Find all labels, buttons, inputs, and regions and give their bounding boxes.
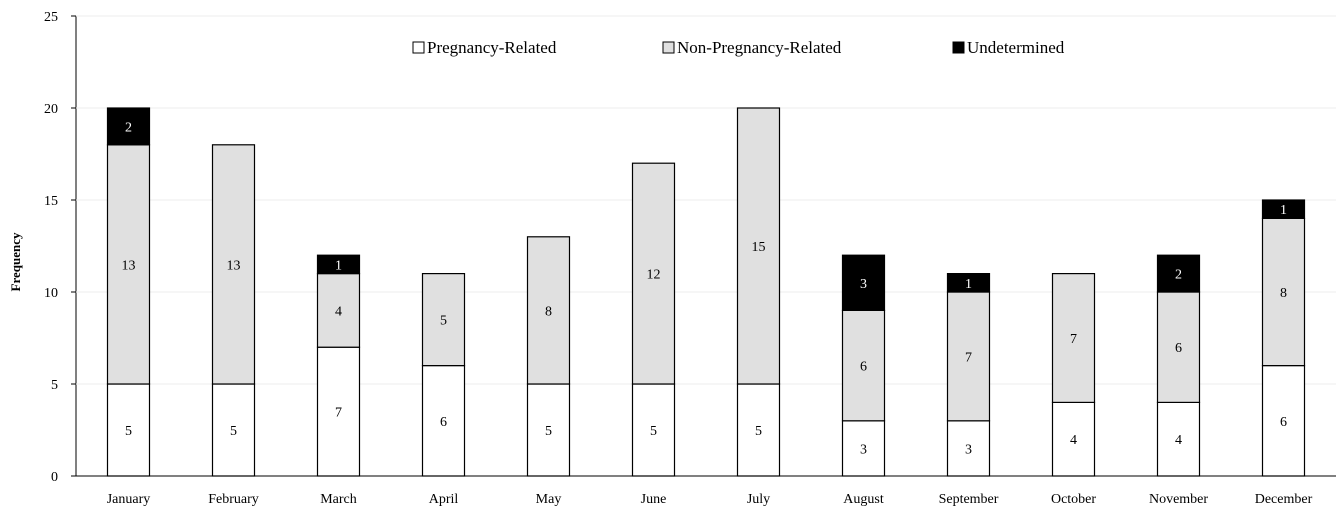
data-label: 3	[860, 277, 867, 292]
data-label: 6	[440, 415, 447, 430]
x-tick-label: November	[1149, 492, 1208, 507]
x-tick-label: September	[939, 492, 999, 507]
bar-segment-undetermined	[841, 254, 886, 311]
data-label: 15	[752, 240, 766, 255]
legend-label: Pregnancy-Related	[427, 38, 557, 57]
y-tick-label: 5	[51, 378, 58, 393]
bar-segment-non-pregnancy-related	[106, 144, 151, 385]
data-label: 8	[1280, 286, 1287, 301]
bar-segment-non-pregnancy-related	[631, 162, 676, 385]
x-tick-label: April	[429, 492, 459, 507]
data-label: 6	[860, 360, 867, 375]
y-tick-label: 15	[44, 194, 58, 209]
data-label: 5	[125, 424, 132, 439]
bar-segment-non-pregnancy-related	[526, 236, 571, 385]
bar-segment-pregnancy-related	[526, 383, 571, 477]
x-tick-label: March	[320, 492, 357, 507]
data-label: 2	[125, 120, 132, 135]
data-label: 5	[440, 314, 447, 329]
x-tick-label: December	[1255, 492, 1313, 507]
data-label: 4	[1175, 433, 1182, 448]
bar-segment-non-pregnancy-related	[316, 273, 361, 348]
data-label: 8	[545, 304, 552, 319]
data-label: 3	[965, 442, 972, 457]
x-tick-label: August	[843, 492, 884, 507]
bar-segment-pregnancy-related	[1156, 401, 1201, 477]
x-tick-label: June	[641, 492, 667, 507]
legend: Pregnancy-Related Non-Pregnancy-Related Un…	[412, 38, 1065, 57]
data-label: 12	[647, 268, 661, 283]
data-label: 4	[1070, 433, 1077, 448]
data-label: 3	[860, 442, 867, 457]
data-label: 5	[755, 424, 762, 439]
data-label: 4	[335, 304, 342, 319]
y-ticks: 0 5 10 15 20 25	[44, 10, 76, 485]
data-label: 7	[1070, 332, 1077, 347]
data-label: 13	[227, 258, 241, 273]
x-tick-label: January	[107, 492, 151, 507]
bar-segment-non-pregnancy-related	[736, 107, 781, 385]
data-label: 13	[122, 258, 136, 273]
bar-segment-undetermined	[1261, 199, 1306, 219]
gridlines	[76, 15, 1336, 385]
bar-segment-undetermined	[316, 254, 361, 275]
bar-segment-non-pregnancy-related	[1261, 217, 1306, 367]
bar-segment-non-pregnancy-related	[211, 144, 256, 385]
y-tick-label: 10	[44, 286, 58, 301]
bar-segment-non-pregnancy-related	[841, 309, 886, 422]
legend-swatch	[412, 41, 425, 54]
bar-segment-undetermined	[1156, 254, 1201, 293]
bar-segment-non-pregnancy-related	[946, 291, 991, 422]
bar-segment-undetermined	[106, 107, 151, 146]
x-tick-label: October	[1051, 492, 1096, 507]
bar-segment-pregnancy-related	[631, 383, 676, 477]
bar-segment-pregnancy-related	[421, 365, 466, 477]
legend-swatch	[662, 41, 675, 54]
bar-segment-pregnancy-related	[1051, 401, 1096, 477]
legend-label: Undetermined	[967, 38, 1065, 57]
y-tick-label: 20	[44, 102, 58, 117]
data-label: 1	[1280, 203, 1287, 218]
y-tick-label: 25	[44, 10, 58, 25]
bar-segment-non-pregnancy-related	[1051, 273, 1096, 404]
data-label: 6	[1280, 415, 1287, 430]
bar-segment-undetermined	[946, 273, 991, 293]
bars: 5 13 2 5 13 7 4 1 6 5 5 8 5 12 5 15 3 6 3 3 7 1 4 7 4 6 2 6 8 1	[106, 107, 1306, 477]
data-label: 7	[965, 350, 972, 365]
data-label: 5	[545, 424, 552, 439]
bar-segment-pregnancy-related	[211, 383, 256, 477]
x-tick-label: July	[747, 492, 770, 507]
data-label: 7	[335, 406, 342, 421]
x-category-labels: January February March April May June July Augu…	[107, 492, 1313, 507]
y-tick-label: 0	[51, 470, 58, 485]
y-axis-label: Frequency	[8, 232, 23, 291]
data-label: 5	[650, 424, 657, 439]
x-tick-label: February	[208, 492, 259, 507]
data-label: 2	[1175, 268, 1182, 283]
data-label: 1	[965, 277, 972, 292]
bar-segment-pregnancy-related	[316, 346, 361, 477]
bar-segment-pregnancy-related	[736, 383, 781, 477]
bar-segment-non-pregnancy-related	[421, 273, 466, 367]
legend-swatch	[952, 41, 965, 54]
x-tick-label: May	[536, 492, 562, 507]
data-label: 5	[230, 424, 237, 439]
legend-label: Non-Pregnancy-Related	[677, 38, 842, 57]
data-label: 1	[335, 258, 342, 273]
data-label: 6	[1175, 341, 1182, 356]
